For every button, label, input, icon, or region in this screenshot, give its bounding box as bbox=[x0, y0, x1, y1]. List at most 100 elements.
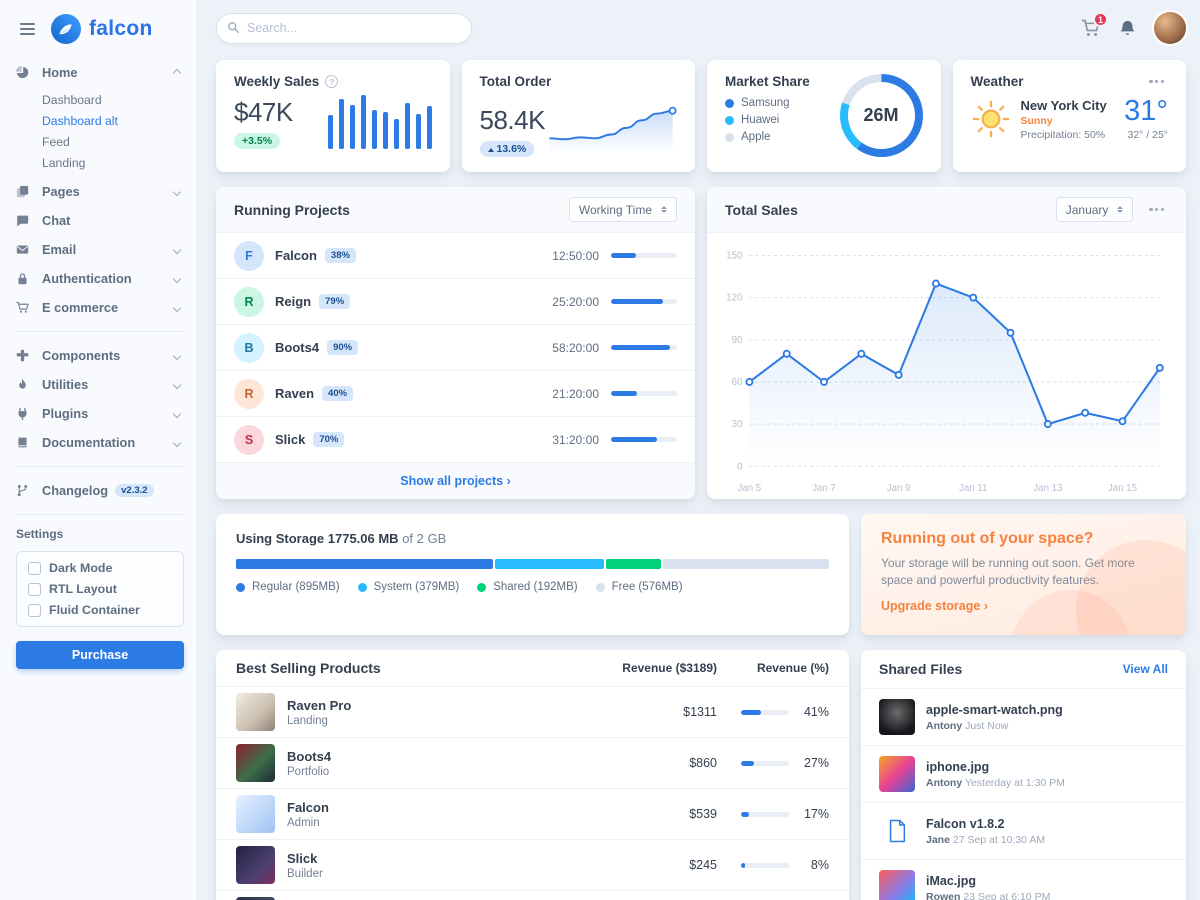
sidebar-item-authentication[interactable]: Authentication bbox=[16, 264, 184, 293]
product-category: Builder bbox=[287, 867, 323, 880]
project-time: 25:20:00 bbox=[552, 294, 599, 309]
sidebar-item-changelog[interactable]: Changelog v2.3.2 bbox=[16, 476, 184, 505]
svg-text:90: 90 bbox=[732, 335, 743, 346]
total-sales-title: Total Sales bbox=[725, 201, 798, 218]
huawei-legend-dot bbox=[725, 115, 734, 125]
sidebar-item-plugins[interactable]: Plugins bbox=[16, 399, 184, 428]
product-revenue: $1311 bbox=[683, 705, 717, 719]
project-name[interactable]: Boots4 bbox=[275, 340, 320, 355]
search-input[interactable] bbox=[216, 12, 472, 44]
file-name[interactable]: apple-smart-watch.png bbox=[926, 702, 1063, 717]
working-time-select[interactable]: Working Time bbox=[568, 197, 677, 222]
file-owner: Jane bbox=[926, 833, 950, 846]
total-sales-chart-area: 0 30 60 90 120 150 Jan 5 Jan 7 Jan 9 Jan 11 Jan 13… bbox=[707, 233, 1186, 499]
sidebar-item-chat[interactable]: Chat bbox=[16, 206, 184, 235]
best-selling-title: Best Selling Products bbox=[236, 660, 381, 676]
envelope-icon bbox=[16, 243, 33, 256]
product-name[interactable]: Raven Pro bbox=[287, 697, 352, 713]
svg-text:Jan 9: Jan 9 bbox=[887, 483, 911, 494]
chevron-up-icon bbox=[172, 68, 182, 77]
file-icon bbox=[879, 813, 915, 849]
cart-button[interactable]: 1 bbox=[1081, 12, 1108, 38]
product-name[interactable]: Boots4 bbox=[287, 748, 332, 764]
user-avatar[interactable] bbox=[1154, 12, 1186, 44]
upgrade-storage-link[interactable]: Upgrade storage › bbox=[881, 598, 988, 613]
checkbox-icon bbox=[28, 603, 41, 617]
project-time: 12:50:00 bbox=[552, 248, 599, 263]
sidebar-item-documentation[interactable]: Documentation bbox=[16, 428, 184, 457]
upgrade-space-title: Running out of your space? bbox=[881, 530, 1094, 547]
project-name[interactable]: Falcon bbox=[275, 248, 317, 263]
weekly-sales-card: Weekly Sales ? $47K +3.5% bbox=[216, 60, 450, 172]
project-time: 31:20:00 bbox=[552, 432, 599, 447]
more-options-icon[interactable] bbox=[1145, 76, 1168, 87]
sidebar-nav: Home Dashboard Dashboard alt Feed Landin… bbox=[16, 58, 184, 669]
file-name[interactable]: iMac.jpg bbox=[926, 873, 977, 888]
svg-text:Jan 15: Jan 15 bbox=[1108, 483, 1137, 494]
project-progress-badge: 40% bbox=[322, 386, 354, 401]
total-order-title: Total Order bbox=[479, 74, 552, 89]
upgrade-space-body: Your storage will be running out soon. G… bbox=[881, 556, 1135, 588]
sidebar-subitem-landing[interactable]: Landing bbox=[42, 155, 86, 170]
file-name[interactable]: Falcon v1.8.2 bbox=[926, 816, 1005, 831]
market-share-legend: Samsung Huawei Apple bbox=[725, 97, 923, 143]
plug-icon bbox=[16, 407, 33, 420]
running-projects-list: F Falcon 38% 12:50:00 R Reign 79% 25:20:… bbox=[216, 233, 695, 462]
project-row: B Boots4 90% 58:20:00 bbox=[216, 325, 695, 371]
sidebar-item-pages[interactable]: Pages bbox=[16, 177, 184, 206]
sidebar-subitem-feed[interactable]: Feed bbox=[42, 134, 70, 149]
svg-text:30: 30 bbox=[732, 419, 743, 430]
project-avatar: S bbox=[234, 424, 264, 455]
weather-city: New York City bbox=[1020, 97, 1107, 113]
setting-rtl-layout[interactable]: RTL Layout bbox=[28, 582, 172, 596]
more-options-icon[interactable] bbox=[1145, 204, 1168, 215]
purchase-button[interactable]: Purchase bbox=[16, 641, 184, 669]
sidebar-item-ecommerce[interactable]: E commerce bbox=[16, 293, 184, 322]
sidebar: falcon Home Dashboard Dashboard alt Feed… bbox=[0, 0, 196, 900]
legend-item-huawei: Huawei bbox=[725, 114, 923, 126]
product-name[interactable]: Falcon bbox=[287, 799, 329, 815]
month-select[interactable]: January bbox=[1055, 197, 1134, 222]
weekly-sales-badge: +3.5% bbox=[234, 133, 281, 149]
setting-fluid-container[interactable]: Fluid Container bbox=[28, 603, 172, 617]
legend-item-shared: Shared (192MB) bbox=[477, 581, 578, 593]
falcon-logo[interactable]: falcon bbox=[51, 14, 153, 44]
project-name[interactable]: Slick bbox=[275, 432, 306, 447]
sidebar-toggle-button[interactable] bbox=[16, 19, 39, 39]
shared-legend-dot bbox=[477, 582, 487, 592]
weather-title: Weather bbox=[970, 74, 1024, 89]
weather-temp-range: 32° / 25° bbox=[1127, 129, 1168, 141]
sidebar-item-components[interactable]: Components bbox=[16, 341, 184, 370]
sidebar-subitem-dashboard-alt[interactable]: Dashboard alt bbox=[42, 113, 118, 128]
sidebar-subitem-dashboard[interactable]: Dashboard bbox=[42, 92, 102, 107]
project-name[interactable]: Raven bbox=[275, 386, 315, 401]
divider bbox=[16, 466, 184, 467]
svg-text:Jan 13: Jan 13 bbox=[1033, 483, 1062, 494]
storage-title: Using Storage 1775.06 MB of 2 GB bbox=[236, 531, 447, 546]
file-owner: Rowen bbox=[926, 890, 961, 900]
sidebar-item-utilities[interactable]: Utilities bbox=[16, 370, 184, 399]
running-projects-title: Running Projects bbox=[234, 201, 350, 218]
show-all-projects-link[interactable]: Show all projects › bbox=[400, 474, 511, 488]
product-name[interactable]: Slick bbox=[287, 850, 318, 866]
sidebar-item-email[interactable]: Email bbox=[16, 235, 184, 264]
project-progress-bar bbox=[611, 345, 677, 350]
best-selling-products-card: Best Selling Products Revenue ($3189) Re… bbox=[216, 650, 849, 900]
sidebar-item-home[interactable]: Home bbox=[16, 58, 184, 87]
notifications-button[interactable] bbox=[1118, 19, 1137, 38]
help-icon[interactable]: ? bbox=[325, 75, 339, 88]
product-revenue: $539 bbox=[689, 807, 717, 821]
market-share-card: Market Share Samsung Huawei bbox=[707, 60, 941, 172]
file-time: Yesterday at 1:30 PM bbox=[964, 776, 1065, 789]
project-name[interactable]: Reign bbox=[275, 294, 312, 309]
product-percent: 41% bbox=[803, 705, 829, 719]
file-name[interactable]: iphone.jpg bbox=[926, 759, 990, 774]
upgrade-space-card: Running out of your space? Your storage … bbox=[861, 514, 1186, 635]
setting-dark-mode[interactable]: Dark Mode bbox=[28, 561, 172, 575]
sun-icon bbox=[972, 100, 1009, 138]
chevron-down-icon bbox=[172, 303, 182, 312]
view-all-link[interactable]: View All bbox=[1122, 662, 1168, 676]
project-row: S Slick 70% 31:20:00 bbox=[216, 417, 695, 462]
chevron-down-icon bbox=[172, 351, 182, 360]
